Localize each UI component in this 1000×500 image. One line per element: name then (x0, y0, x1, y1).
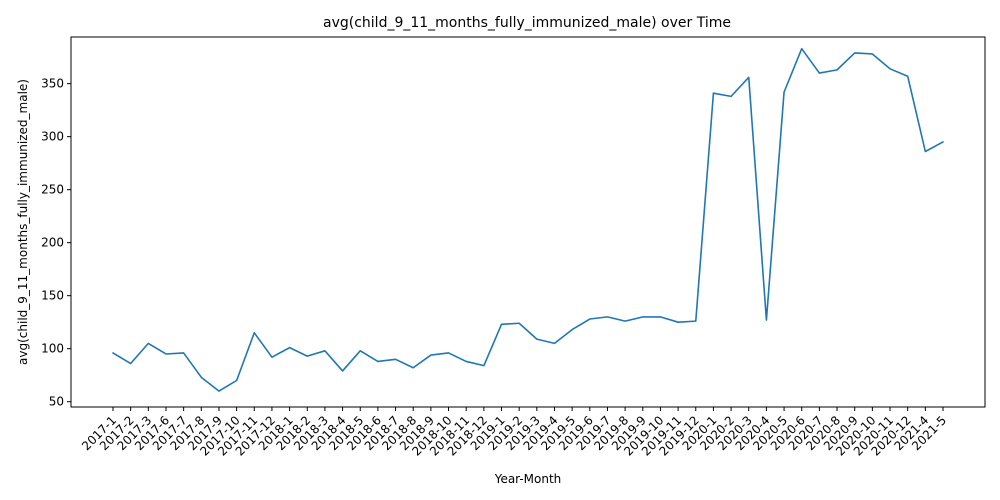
series-line-0 (112, 47, 944, 392)
axes-frame (70, 36, 986, 408)
y-tick-label: 150 (41, 289, 64, 303)
y-tick-label: 50 (49, 395, 64, 409)
y-axis: 50 100 150 200 250 300 350 (41, 77, 71, 409)
y-tick-label: 350 (41, 77, 64, 91)
y-axis-label: avg(child_9_11_months_fully_immunized_ma… (16, 79, 30, 365)
y-tick-label: 100 (41, 342, 64, 356)
y-tick-label: 200 (41, 236, 64, 250)
y-tick-label: 250 (41, 183, 64, 197)
y-tick-label: 300 (41, 130, 64, 144)
chart-title: avg(child_9_11_months_fully_immunized_ma… (323, 15, 731, 31)
x-axis: 2017-12017-22017-32017-62017-72017-82017… (79, 407, 949, 459)
plot-area (112, 47, 944, 392)
x-axis-label: Year-Month (494, 472, 562, 486)
